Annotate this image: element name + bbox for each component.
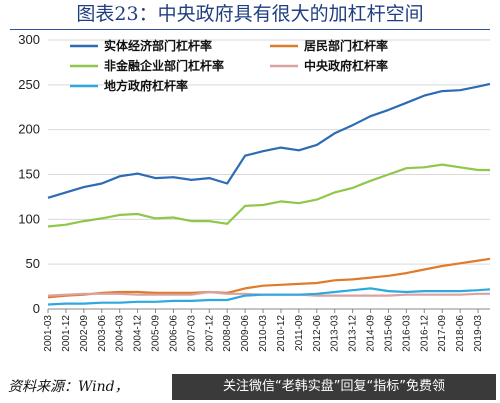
- x-tick-label: 2007-12: [204, 315, 215, 352]
- x-tick-label: 2007-03: [186, 315, 197, 352]
- x-tick-label: 2015-06: [383, 315, 394, 352]
- x-tick-label: 2013-03: [330, 315, 341, 352]
- x-tick-label: 2001-03: [43, 315, 54, 352]
- x-tick-label: 2010-03: [258, 315, 269, 352]
- x-axis: 2001-03 2001-12 2002-09 2003-06 2004-03 2004-…: [43, 309, 484, 352]
- legend-label: 实体经济部门杠杆率: [104, 38, 212, 53]
- chart-area: 0 50 100 150 200 250 300 2001-03 2001-12 2002-09…: [18, 32, 491, 352]
- y-tick-label: 0: [33, 301, 40, 316]
- legend-label: 中央政府杠杆率: [304, 58, 388, 73]
- y-tick-label: 150: [18, 167, 40, 182]
- x-tick-label: 2018-06: [455, 315, 466, 352]
- x-tick-label: 2005-09: [151, 315, 162, 352]
- y-axis: 0 50 100 150 200 250 300: [18, 32, 40, 316]
- series-lines: [47, 82, 491, 306]
- x-tick-label: 2014-09: [366, 315, 377, 352]
- y-tick-label: 300: [18, 32, 40, 47]
- x-tick-label: 2016-12: [419, 315, 430, 352]
- y-tick-label: 50: [26, 256, 40, 271]
- x-tick-label: 2004-03: [115, 315, 126, 352]
- x-tick-label: 2017-09: [437, 315, 448, 352]
- x-tick-label: 2003-06: [97, 315, 108, 352]
- gridlines: [48, 39, 490, 310]
- series-line: [47, 82, 491, 199]
- legend-label: 居民部门杠杆率: [304, 38, 388, 53]
- source-note: 资料来源：Wind，: [8, 379, 129, 395]
- chart-title: 图表23：中央政府具有很大的加杠杆空间: [76, 3, 424, 25]
- legend-label: 非金融企业部门杠杆率: [104, 58, 224, 73]
- y-tick-label: 250: [18, 77, 40, 92]
- x-tick-label: 2006-06: [168, 315, 179, 352]
- x-tick-label: 2004-12: [133, 315, 144, 352]
- x-tick-label: 2008-09: [222, 315, 233, 352]
- x-tick-label: 2002-09: [79, 315, 90, 352]
- promo-banner: 关注微信“老韩实盘”回复“指标”免费领: [172, 374, 496, 400]
- legend-label: 地方政府杠杆率: [104, 78, 188, 93]
- y-tick-label: 200: [18, 122, 40, 137]
- footer: 资料来源：Wind， 关注微信“老韩实盘”回复“指标”免费领: [0, 372, 500, 403]
- x-tick-label: 2011-09: [294, 315, 305, 351]
- series-line: [47, 257, 491, 299]
- x-tick-label: 2010-12: [276, 315, 287, 352]
- x-tick-label: 2016-03: [401, 315, 412, 352]
- title-underline: [10, 29, 490, 30]
- x-tick-label: 2019-03: [473, 315, 484, 352]
- x-tick-label: 2009-06: [240, 315, 251, 352]
- x-tick-label: 2001-12: [61, 315, 72, 352]
- x-tick-label: 2012-06: [312, 315, 323, 352]
- series-line: [47, 287, 491, 306]
- x-tick-label: 2013-12: [348, 315, 359, 352]
- y-tick-label: 100: [18, 211, 40, 226]
- series-line: [47, 163, 490, 228]
